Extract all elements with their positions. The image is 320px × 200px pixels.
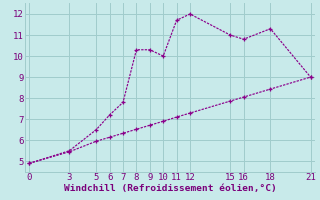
X-axis label: Windchill (Refroidissement éolien,°C): Windchill (Refroidissement éolien,°C) xyxy=(64,184,276,193)
